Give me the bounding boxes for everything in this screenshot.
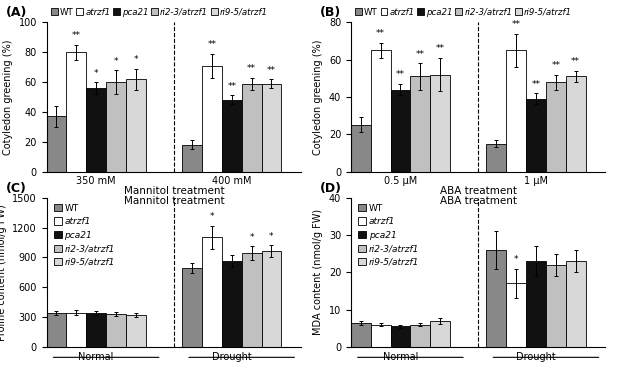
Bar xyxy=(391,90,410,172)
Bar xyxy=(526,261,546,347)
Text: **: ** xyxy=(207,40,216,49)
Text: **: ** xyxy=(267,66,276,75)
Title: Mannitol treatment: Mannitol treatment xyxy=(124,185,224,195)
Bar xyxy=(261,84,281,172)
Bar xyxy=(486,250,506,347)
Text: *: * xyxy=(210,212,214,221)
Bar xyxy=(182,145,202,172)
Bar xyxy=(202,238,222,347)
Bar xyxy=(66,313,86,347)
Bar xyxy=(106,82,126,172)
Text: (C): (C) xyxy=(6,182,27,195)
Bar xyxy=(242,253,261,347)
Bar xyxy=(410,325,430,347)
Bar xyxy=(566,76,586,172)
Text: *: * xyxy=(114,57,118,66)
Bar xyxy=(371,50,391,172)
Text: **: ** xyxy=(247,64,256,73)
Text: **: ** xyxy=(512,20,520,29)
Text: **: ** xyxy=(72,31,81,40)
Text: *: * xyxy=(250,233,254,242)
Bar xyxy=(430,321,450,347)
Bar xyxy=(391,326,410,347)
Text: (B): (B) xyxy=(320,6,342,19)
Text: **: ** xyxy=(571,57,580,66)
Bar xyxy=(430,75,450,172)
Text: *: * xyxy=(514,255,519,264)
Bar xyxy=(410,76,430,172)
Text: **: ** xyxy=(551,61,560,70)
Bar xyxy=(66,52,86,172)
Bar xyxy=(106,314,126,347)
Text: (A): (A) xyxy=(6,6,27,19)
Text: Mannitol treatment: Mannitol treatment xyxy=(124,196,224,206)
Bar xyxy=(86,313,106,347)
Text: (D): (D) xyxy=(320,182,342,195)
Legend: WT, atrzf1, pca21, ri2-3/atrzf1, ri9-5/atrzf1: WT, atrzf1, pca21, ri2-3/atrzf1, ri9-5/a… xyxy=(51,7,268,16)
Bar xyxy=(182,268,202,347)
Text: **: ** xyxy=(376,29,385,38)
Y-axis label: MDA content (nmol/g FW): MDA content (nmol/g FW) xyxy=(313,209,323,335)
Text: **: ** xyxy=(396,70,405,79)
Bar xyxy=(486,144,506,172)
Text: *: * xyxy=(269,232,274,241)
Text: **: ** xyxy=(416,50,425,59)
Bar xyxy=(566,261,586,347)
Bar xyxy=(351,323,371,347)
Bar xyxy=(242,84,261,172)
Text: **: ** xyxy=(532,80,540,89)
Bar xyxy=(526,99,546,172)
Y-axis label: Cotyledon greening (%): Cotyledon greening (%) xyxy=(3,39,13,155)
Bar xyxy=(506,283,526,347)
Text: ABA treatment: ABA treatment xyxy=(440,196,517,206)
Bar xyxy=(126,79,146,172)
Bar xyxy=(126,315,146,347)
Bar xyxy=(47,313,66,347)
Bar xyxy=(202,66,222,172)
Bar xyxy=(546,82,566,172)
Bar xyxy=(222,261,242,347)
Y-axis label: Cotyledon greening (%): Cotyledon greening (%) xyxy=(313,39,323,155)
Text: **: ** xyxy=(436,44,445,53)
Bar xyxy=(546,265,566,347)
Legend: WT, atrzf1, pca21, ri2-3/atrzf1, ri9-5/atrzf1: WT, atrzf1, pca21, ri2-3/atrzf1, ri9-5/a… xyxy=(53,204,115,267)
Y-axis label: Proline content (nmol/g FW): Proline content (nmol/g FW) xyxy=(0,204,7,341)
Bar xyxy=(47,116,66,172)
Bar xyxy=(351,125,371,172)
Bar xyxy=(86,88,106,172)
Text: **: ** xyxy=(227,82,236,91)
Bar xyxy=(222,100,242,172)
Text: *: * xyxy=(94,69,98,78)
Bar xyxy=(261,251,281,347)
Title: ABA treatment: ABA treatment xyxy=(440,185,517,195)
Legend: WT, atrzf1, pca21, ri2-3/atrzf1, ri9-5/atrzf1: WT, atrzf1, pca21, ri2-3/atrzf1, ri9-5/a… xyxy=(358,204,419,267)
Bar xyxy=(506,50,526,172)
Bar xyxy=(371,325,391,347)
Text: *: * xyxy=(134,55,138,64)
Legend: WT, atrzf1, pca21, ri2-3/atrzf1, ri9-5/atrzf1: WT, atrzf1, pca21, ri2-3/atrzf1, ri9-5/a… xyxy=(355,7,572,16)
